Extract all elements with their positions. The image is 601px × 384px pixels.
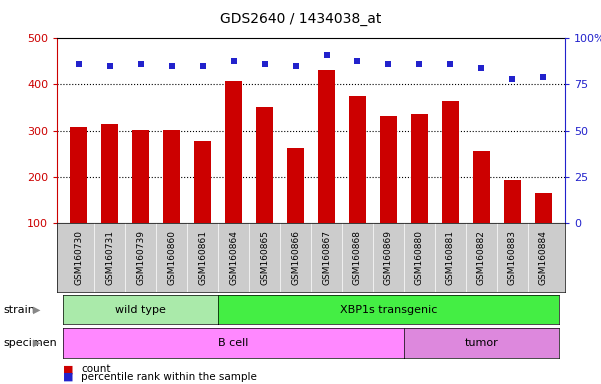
- Text: GSM160865: GSM160865: [260, 230, 269, 285]
- Text: GSM160882: GSM160882: [477, 230, 486, 285]
- Text: GSM160867: GSM160867: [322, 230, 331, 285]
- Bar: [380, 116, 397, 223]
- Text: ▶: ▶: [33, 338, 40, 348]
- Text: specimen: specimen: [3, 338, 56, 348]
- Text: ■: ■: [63, 364, 73, 374]
- Text: ■: ■: [63, 372, 73, 382]
- Text: GDS2640 / 1434038_at: GDS2640 / 1434038_at: [220, 12, 381, 25]
- Bar: [349, 96, 366, 223]
- Bar: [318, 70, 335, 223]
- Bar: [132, 130, 149, 223]
- Text: wild type: wild type: [115, 305, 166, 314]
- Text: strain: strain: [3, 305, 35, 314]
- Text: GSM160884: GSM160884: [538, 230, 548, 285]
- Text: GSM160869: GSM160869: [384, 230, 393, 285]
- Bar: [70, 127, 87, 223]
- Text: GSM160860: GSM160860: [167, 230, 176, 285]
- Text: GSM160864: GSM160864: [229, 230, 238, 285]
- Text: B cell: B cell: [218, 338, 249, 348]
- Bar: [287, 148, 304, 223]
- Text: GSM160883: GSM160883: [508, 230, 517, 285]
- Bar: [101, 124, 118, 223]
- Bar: [225, 81, 242, 223]
- Text: ▶: ▶: [33, 305, 40, 314]
- Text: GSM160739: GSM160739: [136, 230, 145, 285]
- Bar: [504, 180, 521, 223]
- Text: GSM160731: GSM160731: [105, 230, 114, 285]
- Text: GSM160866: GSM160866: [291, 230, 300, 285]
- Bar: [473, 151, 490, 223]
- Text: GSM160880: GSM160880: [415, 230, 424, 285]
- Text: GSM160730: GSM160730: [75, 230, 84, 285]
- Text: percentile rank within the sample: percentile rank within the sample: [81, 372, 257, 382]
- Text: XBP1s transgenic: XBP1s transgenic: [340, 305, 437, 314]
- Text: tumor: tumor: [465, 338, 498, 348]
- Bar: [535, 193, 552, 223]
- Text: GSM160861: GSM160861: [198, 230, 207, 285]
- Bar: [163, 130, 180, 223]
- Bar: [256, 107, 273, 223]
- Text: GSM160868: GSM160868: [353, 230, 362, 285]
- Bar: [194, 141, 211, 223]
- Text: count: count: [81, 364, 111, 374]
- Bar: [411, 114, 428, 223]
- Bar: [442, 101, 459, 223]
- Text: GSM160881: GSM160881: [446, 230, 455, 285]
